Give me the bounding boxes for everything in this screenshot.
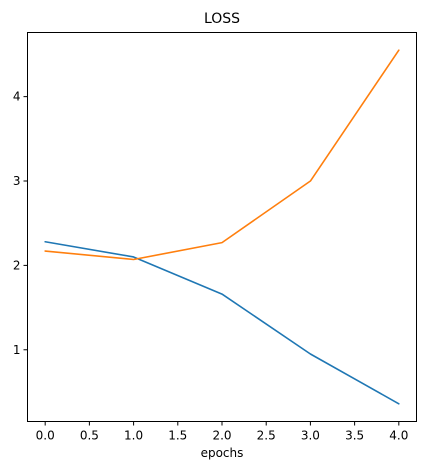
y-tick-label: 4	[13, 90, 21, 104]
y-axis: 1 2 3 4	[13, 90, 28, 357]
x-tick-label: 1.5	[168, 429, 187, 443]
x-tick-label: 4.0	[389, 429, 408, 443]
x-axis-label: epochs	[201, 446, 244, 460]
y-tick-label: 2	[13, 258, 21, 272]
plot-frame	[27, 32, 417, 422]
x-tick-label: 0.0	[36, 429, 55, 443]
series-line-2	[44, 49, 400, 261]
plot-area	[44, 49, 400, 405]
y-tick-label: 3	[13, 174, 21, 188]
x-tick-label: 2.0	[212, 429, 231, 443]
x-axis: 0.0 0.5 1.0 1.5 2.0 2.5 3.0 3.5 4.0	[36, 421, 408, 443]
y-tick-label: 1	[13, 343, 21, 357]
x-tick-label: 2.5	[257, 429, 276, 443]
x-tick-label: 3.0	[301, 429, 320, 443]
x-tick-label: 3.5	[345, 429, 364, 443]
x-tick-label: 0.5	[80, 429, 99, 443]
x-tick-label: 1.0	[124, 429, 143, 443]
series-line-1	[44, 240, 400, 405]
chart-title: LOSS	[204, 11, 240, 27]
